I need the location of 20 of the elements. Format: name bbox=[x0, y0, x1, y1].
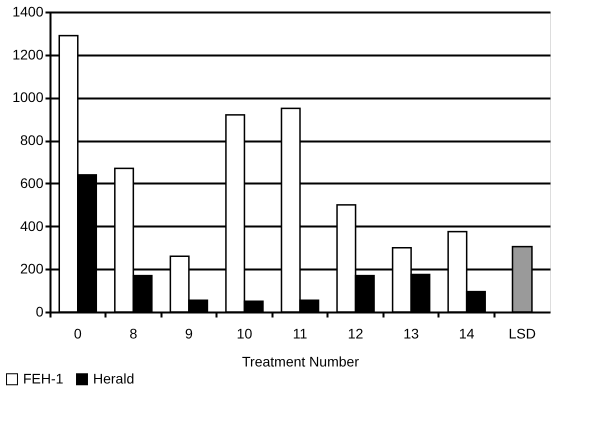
x-tick-label: 12 bbox=[348, 326, 364, 342]
y-tick-label: 1000 bbox=[12, 89, 44, 106]
x-tick-label: LSD bbox=[508, 326, 536, 342]
y-tick-label: 600 bbox=[20, 174, 44, 191]
y-tick-label: 0 bbox=[36, 304, 44, 320]
y-tick-label: 800 bbox=[20, 132, 44, 148]
x-tick-label: 8 bbox=[129, 326, 138, 342]
legend-label: FEH-1 bbox=[23, 370, 64, 386]
y-tick-label: 400 bbox=[20, 218, 44, 234]
y-tick-label: 1200 bbox=[12, 46, 44, 62]
y-tick-label: 200 bbox=[20, 260, 44, 277]
x-axis-title: Treatment Number bbox=[242, 354, 360, 370]
x-tick-label: 11 bbox=[292, 326, 308, 342]
legend-label: Herald bbox=[93, 370, 134, 386]
x-tick-label: 9 bbox=[184, 326, 193, 342]
y-tick-label: 1400 bbox=[12, 4, 44, 20]
x-tick-label: 13 bbox=[403, 326, 420, 342]
x-tick-label: 14 bbox=[458, 326, 475, 342]
x-tick-label: 0 bbox=[74, 326, 82, 342]
x-tick-label: 10 bbox=[236, 326, 252, 342]
